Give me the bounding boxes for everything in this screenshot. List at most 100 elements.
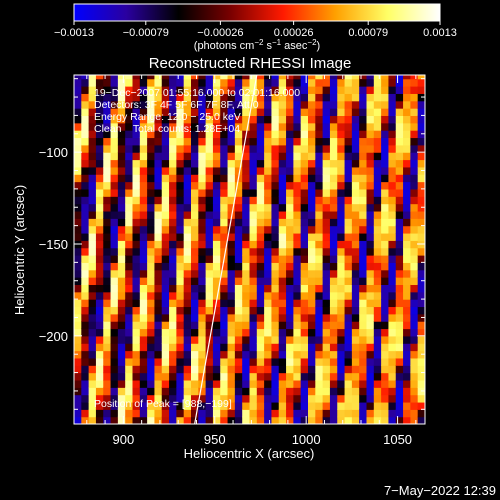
heatmap-cell bbox=[344, 306, 353, 315]
heatmap-cell bbox=[381, 387, 390, 396]
heatmap-cell bbox=[191, 255, 199, 263]
heatmap-cell bbox=[139, 152, 148, 161]
heatmap-cell bbox=[191, 225, 199, 234]
heatmap-cell bbox=[315, 75, 324, 80]
heatmap-cell bbox=[381, 218, 390, 227]
heatmap-cell bbox=[337, 166, 346, 175]
heatmap-cell bbox=[373, 174, 382, 183]
heatmap-cell bbox=[139, 409, 148, 418]
heatmap-cell bbox=[308, 401, 316, 410]
heatmap-cell bbox=[256, 394, 265, 403]
heatmap-cell bbox=[81, 130, 90, 139]
heatmap-cell bbox=[403, 130, 411, 139]
heatmap-cell bbox=[227, 166, 236, 175]
heatmap-cell bbox=[132, 75, 141, 80]
heatmap-cell bbox=[234, 188, 243, 197]
heatmap-cell bbox=[234, 387, 243, 396]
heatmap-cell bbox=[125, 232, 134, 241]
heatmap-cell bbox=[337, 152, 346, 161]
heatmap-cell bbox=[220, 196, 229, 205]
heatmap-cell bbox=[264, 137, 273, 146]
heatmap-cell bbox=[417, 152, 425, 161]
heatmap-cell bbox=[242, 372, 251, 381]
heatmap-cell bbox=[74, 269, 82, 278]
heatmap-cell bbox=[337, 232, 346, 241]
heatmap-cell bbox=[242, 247, 251, 256]
heatmap-cell bbox=[227, 416, 236, 424]
heatmap-cell bbox=[388, 365, 397, 374]
heatmap-cell bbox=[161, 343, 170, 352]
heatmap-cell bbox=[103, 152, 112, 161]
heatmap-cell bbox=[278, 306, 287, 315]
heatmap-cell bbox=[286, 343, 294, 352]
heatmap-cell bbox=[329, 401, 338, 410]
heatmap-cell bbox=[278, 115, 287, 124]
heatmap-cell bbox=[315, 122, 324, 131]
heatmap-cell bbox=[388, 247, 397, 256]
heatmap-cell bbox=[74, 409, 82, 418]
heatmap-cell bbox=[373, 343, 382, 352]
heatmap-cell bbox=[103, 166, 112, 175]
heatmap-cell bbox=[403, 196, 411, 205]
heatmap-cell bbox=[227, 343, 236, 352]
heatmap-cell bbox=[359, 409, 368, 418]
heatmap-cell bbox=[337, 409, 346, 418]
heatmap-cell bbox=[132, 416, 141, 424]
heatmap-cell bbox=[344, 240, 353, 249]
heatmap-cell bbox=[351, 108, 360, 117]
heatmap-cell bbox=[227, 328, 236, 337]
heatmap-cell bbox=[249, 75, 258, 80]
heatmap-cell bbox=[366, 416, 375, 424]
heatmap-cell bbox=[169, 159, 177, 168]
heatmap-cell bbox=[410, 416, 419, 424]
heatmap-cell bbox=[183, 225, 192, 234]
heatmap-cell bbox=[293, 262, 302, 271]
heatmap-cell bbox=[278, 225, 287, 234]
heatmap-cell bbox=[147, 387, 156, 396]
heatmap-cell bbox=[315, 100, 324, 109]
heatmap-cell bbox=[395, 203, 404, 212]
heatmap-cell bbox=[278, 269, 287, 278]
heatmap-cell bbox=[242, 357, 251, 366]
heatmap-cell bbox=[388, 255, 397, 263]
heatmap-cell bbox=[329, 372, 338, 381]
heatmap-cell bbox=[95, 130, 104, 139]
heatmap-cell bbox=[351, 291, 360, 300]
heatmap-cell bbox=[88, 218, 97, 227]
heatmap-cell bbox=[125, 328, 134, 337]
heatmap-cell bbox=[198, 137, 207, 146]
heatmap-cell bbox=[315, 181, 324, 190]
heatmap-cell bbox=[183, 137, 192, 146]
heatmap-cell bbox=[278, 78, 287, 87]
heatmap-cell bbox=[373, 240, 382, 249]
heatmap-cell bbox=[388, 218, 397, 227]
heatmap-cell bbox=[147, 416, 156, 424]
heatmap-cell bbox=[110, 144, 119, 153]
heatmap-cell bbox=[191, 306, 199, 315]
heatmap-cell bbox=[271, 240, 280, 249]
heatmap-cell bbox=[395, 350, 404, 359]
heatmap-cell bbox=[169, 350, 177, 359]
heatmap-cell bbox=[220, 262, 229, 271]
heatmap-cell bbox=[183, 218, 192, 227]
heatmap-cell bbox=[410, 188, 419, 197]
heatmap-cell bbox=[278, 357, 287, 366]
heatmap-cell bbox=[147, 100, 156, 109]
heatmap-cell bbox=[256, 144, 265, 153]
heatmap-cell bbox=[191, 115, 199, 124]
heatmap-cell bbox=[264, 115, 273, 124]
heatmap-cell bbox=[183, 130, 192, 139]
heatmap-cell bbox=[366, 343, 375, 352]
heatmap-cell bbox=[132, 122, 141, 131]
heatmap-cell bbox=[205, 269, 214, 278]
heatmap-cell bbox=[249, 409, 258, 418]
heatmap-cell bbox=[88, 291, 97, 300]
heatmap-cell bbox=[308, 291, 316, 300]
heatmap-cell bbox=[103, 174, 112, 183]
heatmap-cell bbox=[125, 210, 134, 219]
heatmap-cell bbox=[132, 130, 141, 139]
heatmap-cell bbox=[110, 379, 119, 388]
heatmap-cell bbox=[308, 108, 316, 117]
heatmap-cell bbox=[161, 130, 170, 139]
heatmap-cell bbox=[220, 174, 229, 183]
